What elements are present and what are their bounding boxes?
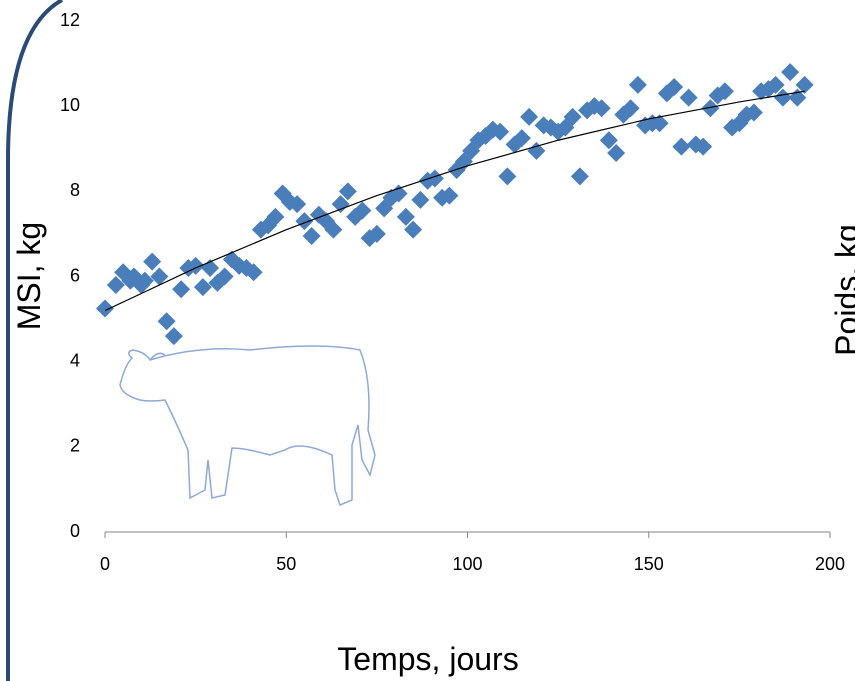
point bbox=[295, 212, 314, 231]
point bbox=[694, 137, 713, 156]
point bbox=[628, 75, 647, 94]
point bbox=[338, 182, 357, 201]
point bbox=[96, 299, 114, 318]
point bbox=[665, 78, 684, 97]
point bbox=[766, 75, 785, 94]
point bbox=[512, 129, 531, 148]
x-tick-label: 50 bbox=[276, 554, 296, 574]
point bbox=[715, 82, 734, 101]
point bbox=[106, 276, 125, 295]
y-tick-label: 12 bbox=[60, 10, 80, 30]
point bbox=[781, 63, 800, 82]
point bbox=[672, 137, 691, 156]
point bbox=[744, 103, 763, 122]
point bbox=[425, 169, 444, 188]
point bbox=[193, 278, 212, 297]
x-tick-label: 150 bbox=[634, 554, 664, 574]
x-tick-label: 100 bbox=[452, 554, 482, 574]
point bbox=[302, 227, 321, 246]
point bbox=[164, 327, 183, 346]
point bbox=[679, 88, 698, 107]
point bbox=[215, 267, 234, 286]
trendline bbox=[104, 90, 805, 312]
point bbox=[570, 167, 589, 186]
point bbox=[353, 201, 372, 220]
point bbox=[498, 167, 517, 186]
point bbox=[389, 184, 408, 203]
point bbox=[411, 190, 430, 209]
y2-axis-title: Poids, kg bbox=[829, 224, 855, 356]
point bbox=[331, 195, 350, 214]
y-tick-label: 8 bbox=[70, 180, 80, 200]
point bbox=[563, 107, 582, 126]
cow-illustration bbox=[119, 345, 376, 507]
y-axis-title: MSI, kg bbox=[11, 222, 47, 330]
decorative-arc bbox=[6, 0, 63, 681]
point bbox=[288, 195, 307, 214]
point bbox=[599, 131, 618, 150]
point bbox=[150, 267, 169, 286]
point bbox=[396, 207, 415, 226]
point bbox=[244, 263, 263, 282]
x-axis-title: Temps, jours bbox=[337, 641, 518, 677]
point bbox=[404, 220, 423, 239]
point bbox=[527, 141, 546, 160]
y-tick-label: 10 bbox=[60, 95, 80, 115]
y-tick-label: 0 bbox=[70, 521, 80, 541]
point bbox=[621, 99, 640, 118]
point bbox=[491, 122, 510, 141]
point bbox=[172, 280, 191, 299]
point bbox=[440, 186, 459, 205]
point bbox=[520, 107, 539, 126]
y-tick-label: 6 bbox=[70, 265, 80, 285]
point bbox=[367, 224, 386, 243]
point bbox=[157, 312, 176, 331]
point bbox=[701, 99, 720, 118]
y-tick-label: 2 bbox=[70, 436, 80, 456]
point bbox=[773, 88, 792, 107]
point bbox=[650, 114, 669, 133]
point bbox=[795, 75, 814, 94]
point bbox=[607, 144, 626, 163]
point bbox=[592, 99, 611, 118]
point bbox=[324, 220, 343, 239]
point bbox=[143, 252, 162, 271]
point bbox=[266, 207, 285, 226]
series bbox=[96, 63, 814, 346]
x-tick-label: 0 bbox=[100, 554, 110, 574]
point bbox=[135, 271, 154, 290]
y-tick-label: 4 bbox=[70, 350, 80, 370]
x-tick-label: 200 bbox=[815, 554, 845, 574]
